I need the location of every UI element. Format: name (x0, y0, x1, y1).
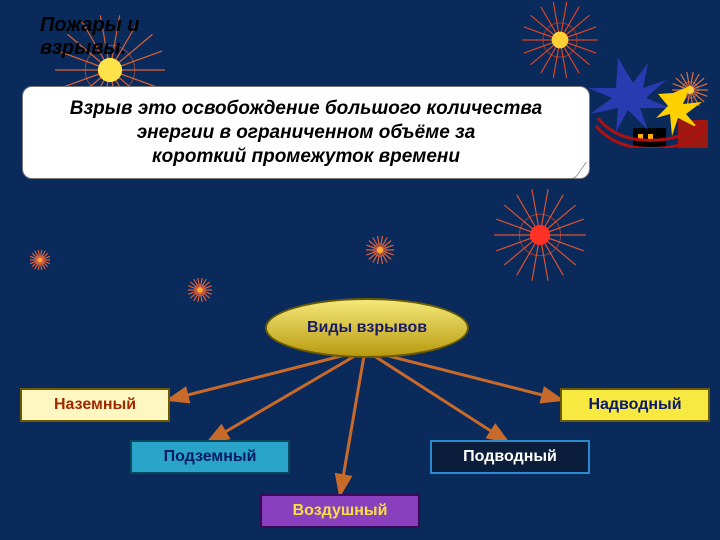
node-underground: Подземный (130, 440, 290, 474)
node-underwater: Подводный (430, 440, 590, 474)
slide-stage: Пожары и взрывы. Взрыв это освобождение б… (0, 0, 720, 540)
node-label: Наземный (54, 396, 136, 414)
explosion-clipart (578, 58, 708, 148)
firework-6 (30, 250, 50, 270)
node-label: Надводный (588, 396, 681, 414)
slide-title: Пожары и взрывы. (40, 14, 140, 60)
node-label: Воздушный (293, 502, 388, 520)
title-text: Пожары и взрывы. (40, 14, 140, 59)
node-label: Подводный (463, 448, 557, 466)
firework-5 (188, 278, 212, 302)
node-label: Подземный (164, 448, 257, 466)
node-overwater: Надводный (560, 388, 710, 422)
center-label: Виды взрывов (307, 319, 427, 337)
firework-4 (366, 236, 394, 264)
node-air: Воздушный (260, 494, 420, 528)
firework-3 (494, 189, 586, 281)
definition-text: Взрыв это освобождение большого количест… (70, 98, 542, 167)
center-node: Виды взрывов (265, 298, 469, 358)
definition-box: Взрыв это освобождение большого количест… (22, 86, 590, 179)
node-ground: Наземный (20, 388, 170, 422)
